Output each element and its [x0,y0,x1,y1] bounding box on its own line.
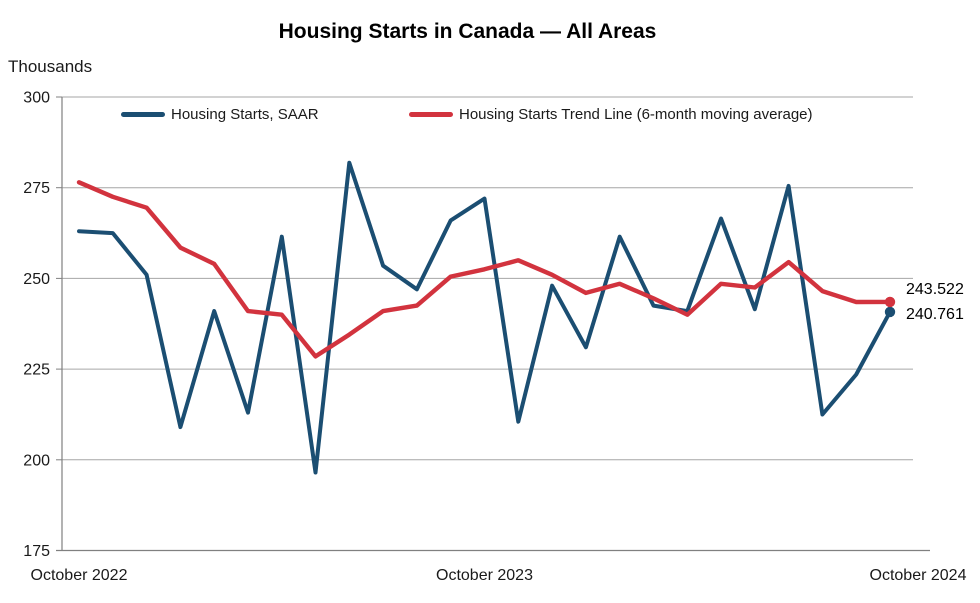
y-tick-label: 225 [23,362,50,379]
legend-item-trend: Housing Starts Trend Line (6-month movin… [409,106,813,123]
y-axis-unit-label: Thousands [8,57,93,76]
saar-line-swatch-icon [121,112,165,117]
y-tick-label: 275 [23,180,50,197]
end-value-label-saar: 240.761 [906,306,964,323]
y-tick-label: 300 [23,90,50,107]
y-tick-label: 175 [23,543,50,560]
end-value-label-trend: 243.522 [906,281,964,298]
x-tick-label-1: October 2022 [31,567,128,584]
trend-line [76,180,893,359]
legend-label-saar: Housing Starts, SAAR [171,106,319,123]
legend-item-saar: Housing Starts, SAAR [121,106,319,123]
y-tick-label: 250 [23,271,50,288]
x-tick-label-3: October 2024 [870,567,967,584]
x-tick-label-2: October 2023 [436,567,533,584]
saar-end-dot [884,306,896,318]
saar-line [77,160,892,475]
legend-label-trend: Housing Starts Trend Line (6-month movin… [459,106,813,123]
chart-title: Housing Starts in Canada — All Areas [278,20,657,43]
y-tick-label: 200 [23,452,50,469]
trend-end-dot [884,296,896,308]
trend-line-swatch-icon [409,112,453,117]
